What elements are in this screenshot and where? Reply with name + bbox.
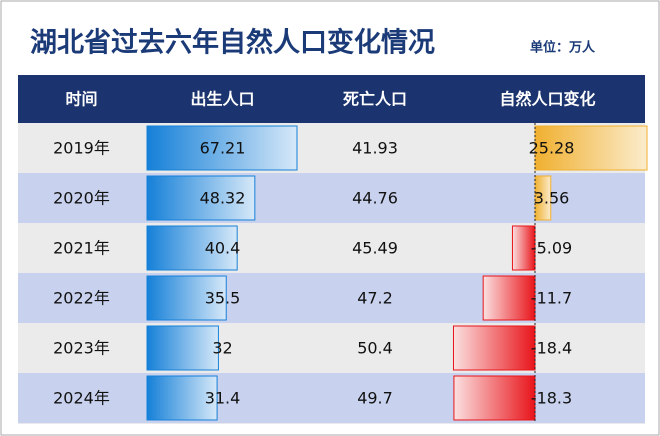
unit: 单位：万人 xyxy=(530,40,596,56)
column-header: 时间 xyxy=(65,90,97,109)
cell: 2021年 xyxy=(53,239,110,258)
title: 湖北省过去六年自然人口变化情况 xyxy=(30,27,435,59)
cell: 67.21 xyxy=(200,139,246,158)
cell: 25.28 xyxy=(529,139,575,158)
cell: -5.09 xyxy=(531,239,572,258)
cell: 2019年 xyxy=(53,139,110,158)
cell: -18.4 xyxy=(531,339,572,358)
cell: 41.93 xyxy=(352,139,398,158)
column-header: 自然人口变化 xyxy=(499,90,595,109)
cell: -11.7 xyxy=(531,289,572,308)
cell: 31.4 xyxy=(205,389,241,408)
birth-bar xyxy=(146,325,219,371)
cell: 32 xyxy=(212,339,232,358)
birth-bar xyxy=(146,175,256,221)
row-bg xyxy=(18,323,645,373)
cell: 49.7 xyxy=(357,389,393,408)
cell: 2024年 xyxy=(53,389,110,408)
cell: 2022年 xyxy=(53,289,110,308)
cell: 50.4 xyxy=(357,339,393,358)
cell: 35.5 xyxy=(205,289,241,308)
cell: 47.2 xyxy=(357,289,393,308)
header-bg xyxy=(18,75,645,123)
cell: 44.76 xyxy=(352,189,398,208)
birth-bar xyxy=(146,375,218,421)
birth-bar xyxy=(146,125,298,171)
cell: 40.4 xyxy=(205,239,241,258)
cell: 3.56 xyxy=(534,189,570,208)
row-bg xyxy=(18,223,645,273)
change-bar xyxy=(534,125,648,171)
change-bar xyxy=(452,325,536,371)
column-header: 死亡人口 xyxy=(343,90,407,109)
cell: 2023年 xyxy=(53,339,110,358)
cell: -18.3 xyxy=(531,389,572,408)
cell: 45.49 xyxy=(352,239,398,258)
row-bg xyxy=(18,373,645,423)
row-bg xyxy=(18,273,645,323)
change-bar xyxy=(534,175,552,221)
cell: 2020年 xyxy=(53,189,110,208)
column-header: 出生人口 xyxy=(190,90,254,109)
cell: 48.32 xyxy=(200,189,246,208)
change-bar xyxy=(482,275,536,321)
change-bar xyxy=(453,375,536,421)
birth-bar xyxy=(146,225,238,271)
birth-bar xyxy=(146,275,227,321)
